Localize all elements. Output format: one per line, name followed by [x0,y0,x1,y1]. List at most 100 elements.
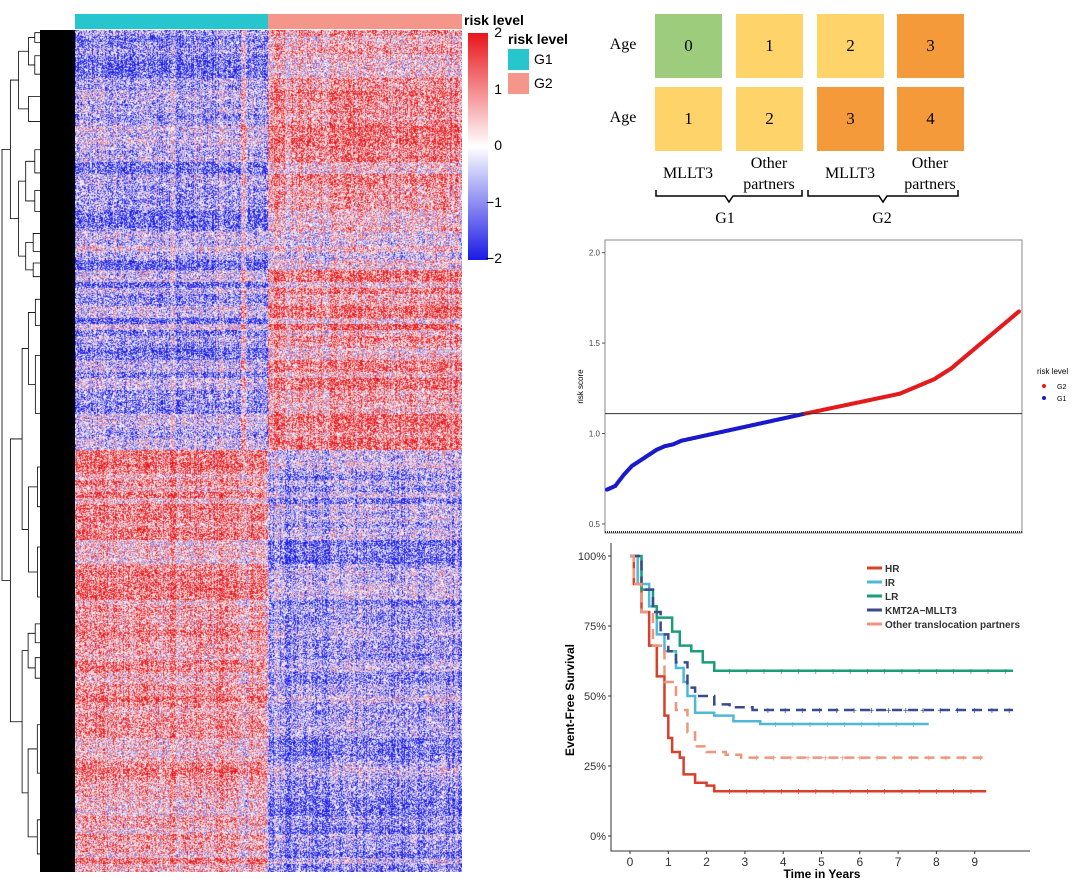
dendrogram-leaves [40,30,76,872]
y-axis-label: Event-Free Survival [563,644,577,756]
dendrogram-branch [9,79,19,220]
dendrogram-branch [34,623,43,644]
colorbar-tick: 1 [494,80,502,97]
dendrogram-branch [50,236,59,242]
dendrogram-branch [62,436,73,442]
dendrogram-branch [54,175,64,183]
survival-curve-4 [630,554,987,759]
annotation-title: risk level [464,12,524,28]
censor-mark: + [790,720,796,731]
censor-mark: + [805,754,811,765]
dendrogram-branch [54,448,66,459]
y-tick-label: 50% [584,691,606,703]
dendrogram-branch [47,98,56,102]
censor-mark: + [851,706,857,717]
y-tick-label: 1.0 [589,430,601,439]
legend-swatch-g2 [508,73,529,94]
censor-mark: + [788,754,794,765]
dendrogram-branch [47,89,55,96]
dendrogram-branch [65,456,73,461]
dendrogram-branch [65,444,75,453]
censor-mark: + [834,706,840,717]
censor-mark: + [972,706,978,717]
censor-mark: + [933,667,939,678]
dendrogram-branch [45,498,54,515]
x-tick-label: 4 [780,855,787,869]
censor-mark: + [989,706,995,717]
risk-point-G2 [1016,309,1021,314]
grid-cell: 0 [655,14,722,78]
censor-mark: + [771,754,777,765]
censor-mark: + [1006,706,1012,717]
dendrogram-branch [28,95,41,122]
y-axis-label: risk score [576,369,585,404]
censor-mark: + [916,787,922,798]
dendrogram-branch [45,757,57,789]
dendrogram-branch [64,319,76,325]
x-tick-label: 3 [742,855,749,869]
x-tick-label: 1 [665,855,672,869]
dendrogram-branch [1,148,11,581]
censor-mark: + [968,667,974,678]
censor-mark: + [727,787,733,798]
censor-mark: + [822,754,828,765]
censor-mark: + [847,667,853,678]
legend-label: G1 [1057,396,1066,403]
dendrogram-branch [56,752,69,764]
dendrogram-branch [63,493,71,499]
annotation-g1 [75,14,268,29]
dendrogram-branch [61,161,70,167]
dendrogram-branch [64,829,73,835]
censor-mark: + [920,706,926,717]
group-braces [655,190,959,204]
censor-mark: + [813,787,819,798]
brace-g1 [655,190,803,204]
censor-mark: + [727,667,733,678]
dendrogram-branch [52,287,65,298]
censor-mark: + [859,720,865,731]
dendrogram-branch [54,342,64,351]
censor-mark: + [886,706,892,717]
censor-mark: + [1002,667,1008,678]
dendrogram-branch [52,302,64,310]
dendrogram-branch [46,845,54,863]
group-label-g1: G1 [715,210,735,227]
annotation-g2 [268,14,462,29]
colorbar [468,33,488,260]
column-label: Other partners [904,155,956,193]
y-tick-label: 0.5 [589,520,601,529]
axes [610,543,1030,852]
dendrogram-branch [41,51,49,60]
row-label-age: Age [609,36,637,53]
censor-mark: + [893,720,899,731]
group-label-g2: G2 [872,210,892,227]
dendrogram-branch [34,657,43,679]
dendrogram-branch [65,467,76,479]
dendrogram-branch [46,810,57,829]
dendrogram-branch [45,38,53,47]
legend-title: risk level [1037,367,1068,376]
censor-mark: + [882,667,888,678]
dendrogram-branch [34,149,47,174]
dendrogram-branch [64,678,74,684]
grid-cell: 3 [897,14,964,78]
censor-mark: + [937,706,943,717]
dendrogram-branch [21,348,29,530]
risk-score-plot: 0.5 1.0 1.5 2.0 risk score risk level G2 G1 [576,239,1068,534]
censor-mark: + [830,667,836,678]
dendrogram-branch [41,227,51,240]
dendrogram-branch [64,716,73,726]
dendrogram-branch [60,516,67,521]
dendrogram-branch [67,774,75,786]
censor-mark: + [765,706,771,717]
dendrogram-branch [45,30,55,35]
legend-label: IR [885,578,896,589]
survival-curve-3 [630,554,1013,712]
grid-cell: 1 [736,14,803,78]
y-tick-label: 100% [578,551,606,563]
censor-mark: + [899,667,905,678]
survival-curve-1 [630,554,929,726]
dendrogram-branch [60,864,72,870]
dendrogram-branch [51,37,62,42]
censor-mark: + [796,787,802,798]
